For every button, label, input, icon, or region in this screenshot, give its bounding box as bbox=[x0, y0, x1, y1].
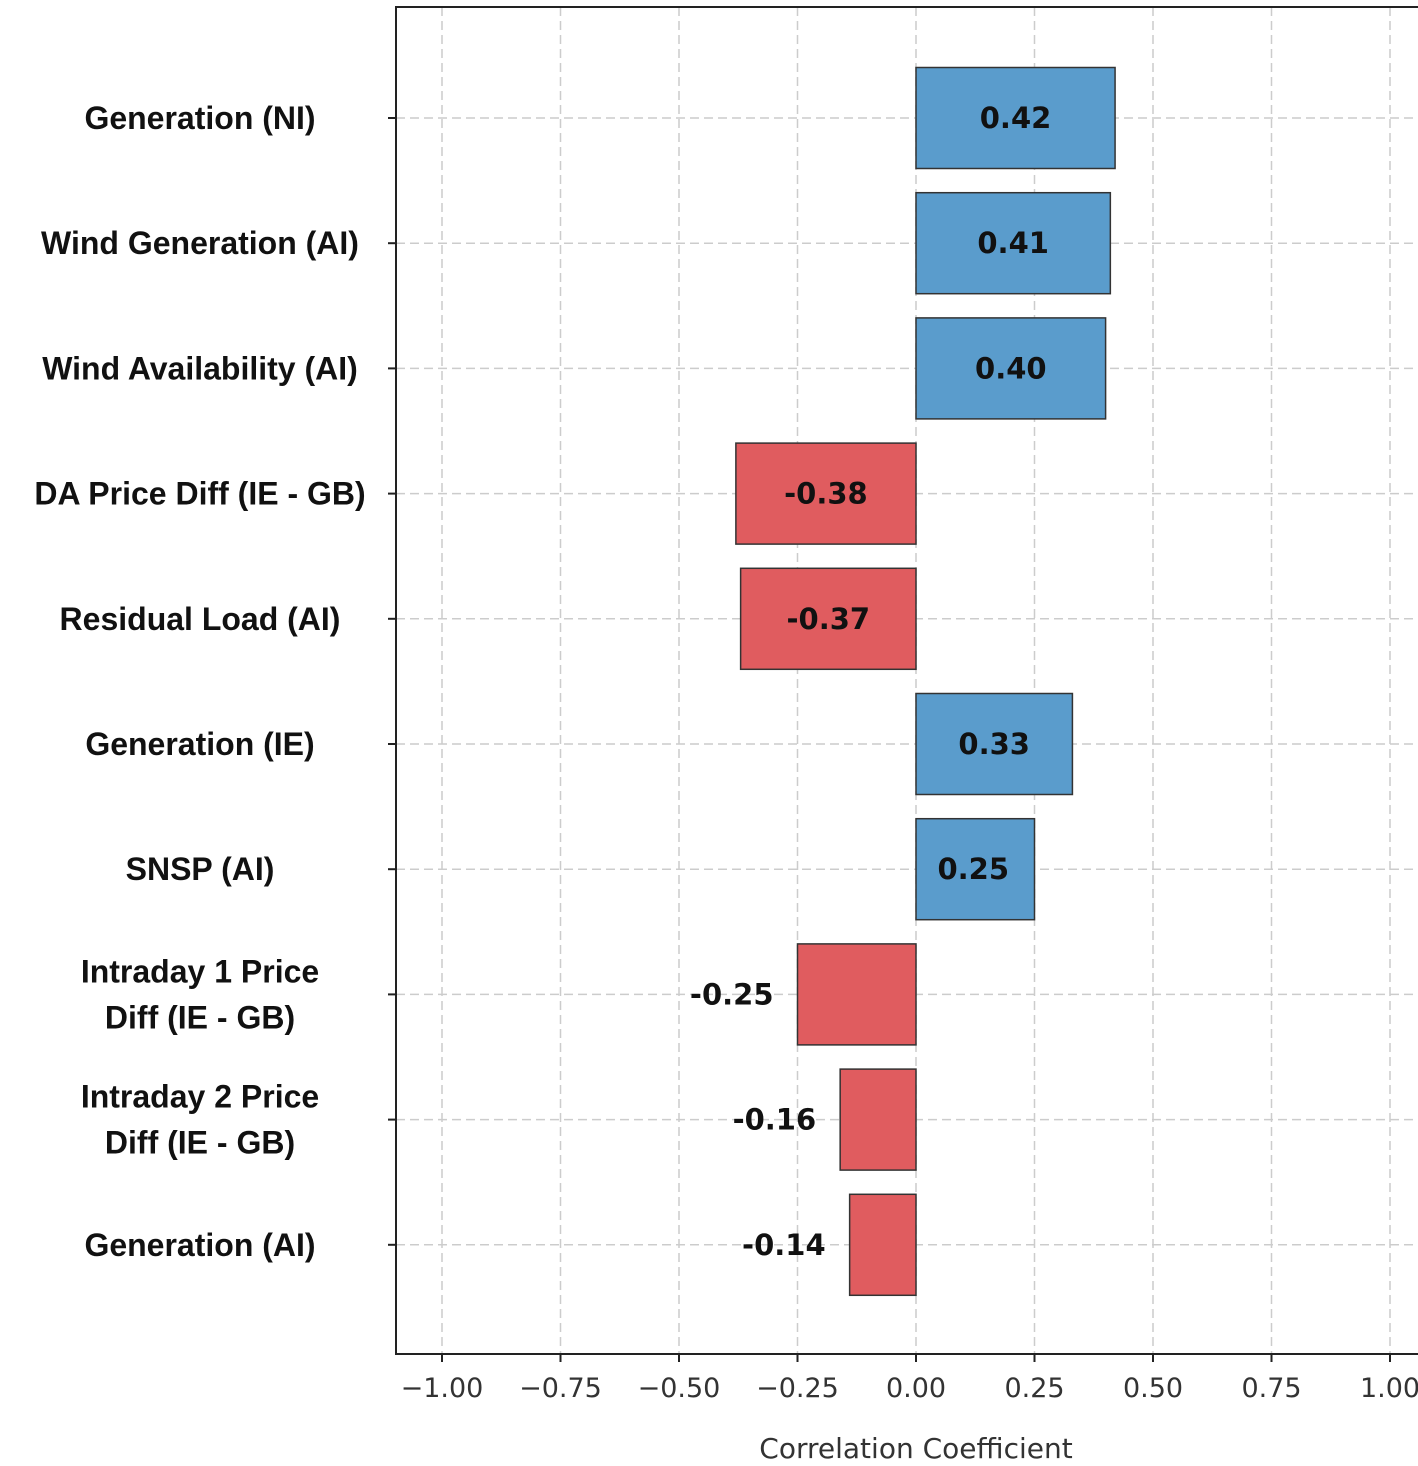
bar-value-label: 0.41 bbox=[977, 226, 1049, 260]
bar-value-label: -0.14 bbox=[742, 1228, 826, 1262]
bar-value-label: 0.42 bbox=[980, 101, 1052, 135]
category-label-line: Intraday 1 Price bbox=[81, 953, 319, 989]
category-label: Generation (NI) bbox=[84, 100, 315, 136]
category-label-line: Diff (IE - GB) bbox=[105, 999, 295, 1035]
bar bbox=[915, 66, 1116, 170]
bar-value-label: -0.25 bbox=[690, 977, 774, 1011]
x-tick-label: 0.75 bbox=[1241, 1373, 1301, 1404]
bar bbox=[915, 191, 1112, 295]
bar bbox=[839, 1068, 917, 1171]
x-tick-label: −0.25 bbox=[756, 1373, 839, 1404]
category-label: Generation (AI) bbox=[84, 1227, 315, 1263]
bars bbox=[735, 66, 1116, 1297]
x-tick-label: 0.50 bbox=[1123, 1373, 1183, 1404]
category-label-line: SNSP (AI) bbox=[126, 851, 275, 887]
bar bbox=[735, 442, 917, 545]
labels: −1.00 −0.75 −0.50 −0.25 0.00 0.25 0.50 0.75 1.00… bbox=[34, 100, 1418, 1404]
category-label-line: Generation (AI) bbox=[84, 1227, 315, 1263]
x-tick-label: 0.00 bbox=[886, 1373, 946, 1404]
x-tick-label: 0.25 bbox=[1004, 1373, 1064, 1404]
category-label-line: Intraday 2 Price bbox=[81, 1079, 319, 1115]
category-label-line: Generation (IE) bbox=[85, 726, 314, 762]
bar bbox=[915, 692, 1074, 796]
x-tick-label: −1.00 bbox=[401, 1373, 484, 1404]
bar-value-label: 0.33 bbox=[958, 727, 1030, 761]
bar bbox=[739, 567, 917, 671]
x-axis-title: Correlation Coefficient bbox=[759, 1432, 1072, 1465]
bar-value-label: -0.16 bbox=[733, 1103, 817, 1137]
category-label: Wind Availability (AI) bbox=[42, 350, 358, 386]
bar bbox=[915, 817, 1036, 921]
category-label: Intraday 2 Price Diff (IE - GB) bbox=[81, 1079, 319, 1161]
category-label-line: Generation (NI) bbox=[84, 100, 315, 136]
category-label-line: Wind Generation (AI) bbox=[41, 225, 359, 261]
category-label-line: Wind Availability (AI) bbox=[42, 350, 358, 386]
x-tick-label: −0.75 bbox=[519, 1373, 602, 1404]
bar bbox=[796, 943, 917, 1046]
bar-value-label: -0.38 bbox=[784, 477, 868, 511]
category-label: Intraday 1 Price Diff (IE - GB) bbox=[81, 953, 319, 1035]
category-label-line: Residual Load (AI) bbox=[60, 601, 341, 637]
bar-value-label: 0.40 bbox=[975, 351, 1047, 385]
x-tick-label: 1.00 bbox=[1360, 1373, 1418, 1404]
bar-value-label: 0.25 bbox=[937, 852, 1009, 886]
x-tick-label: −0.50 bbox=[638, 1373, 721, 1404]
category-label-line: DA Price Diff (IE - GB) bbox=[34, 476, 365, 512]
plot-frame bbox=[395, 6, 1418, 1355]
bar-value-label: -0.37 bbox=[787, 602, 871, 636]
category-label: DA Price Diff (IE - GB) bbox=[34, 476, 365, 512]
category-label: Wind Generation (AI) bbox=[41, 225, 359, 261]
bar bbox=[848, 1193, 917, 1297]
category-label: Generation (IE) bbox=[85, 726, 314, 762]
bar bbox=[915, 317, 1107, 420]
category-label-line: Diff (IE - GB) bbox=[105, 1125, 295, 1161]
category-label: SNSP (AI) bbox=[126, 851, 275, 887]
category-label: Residual Load (AI) bbox=[60, 601, 341, 637]
axis-ticks bbox=[388, 117, 1391, 1362]
